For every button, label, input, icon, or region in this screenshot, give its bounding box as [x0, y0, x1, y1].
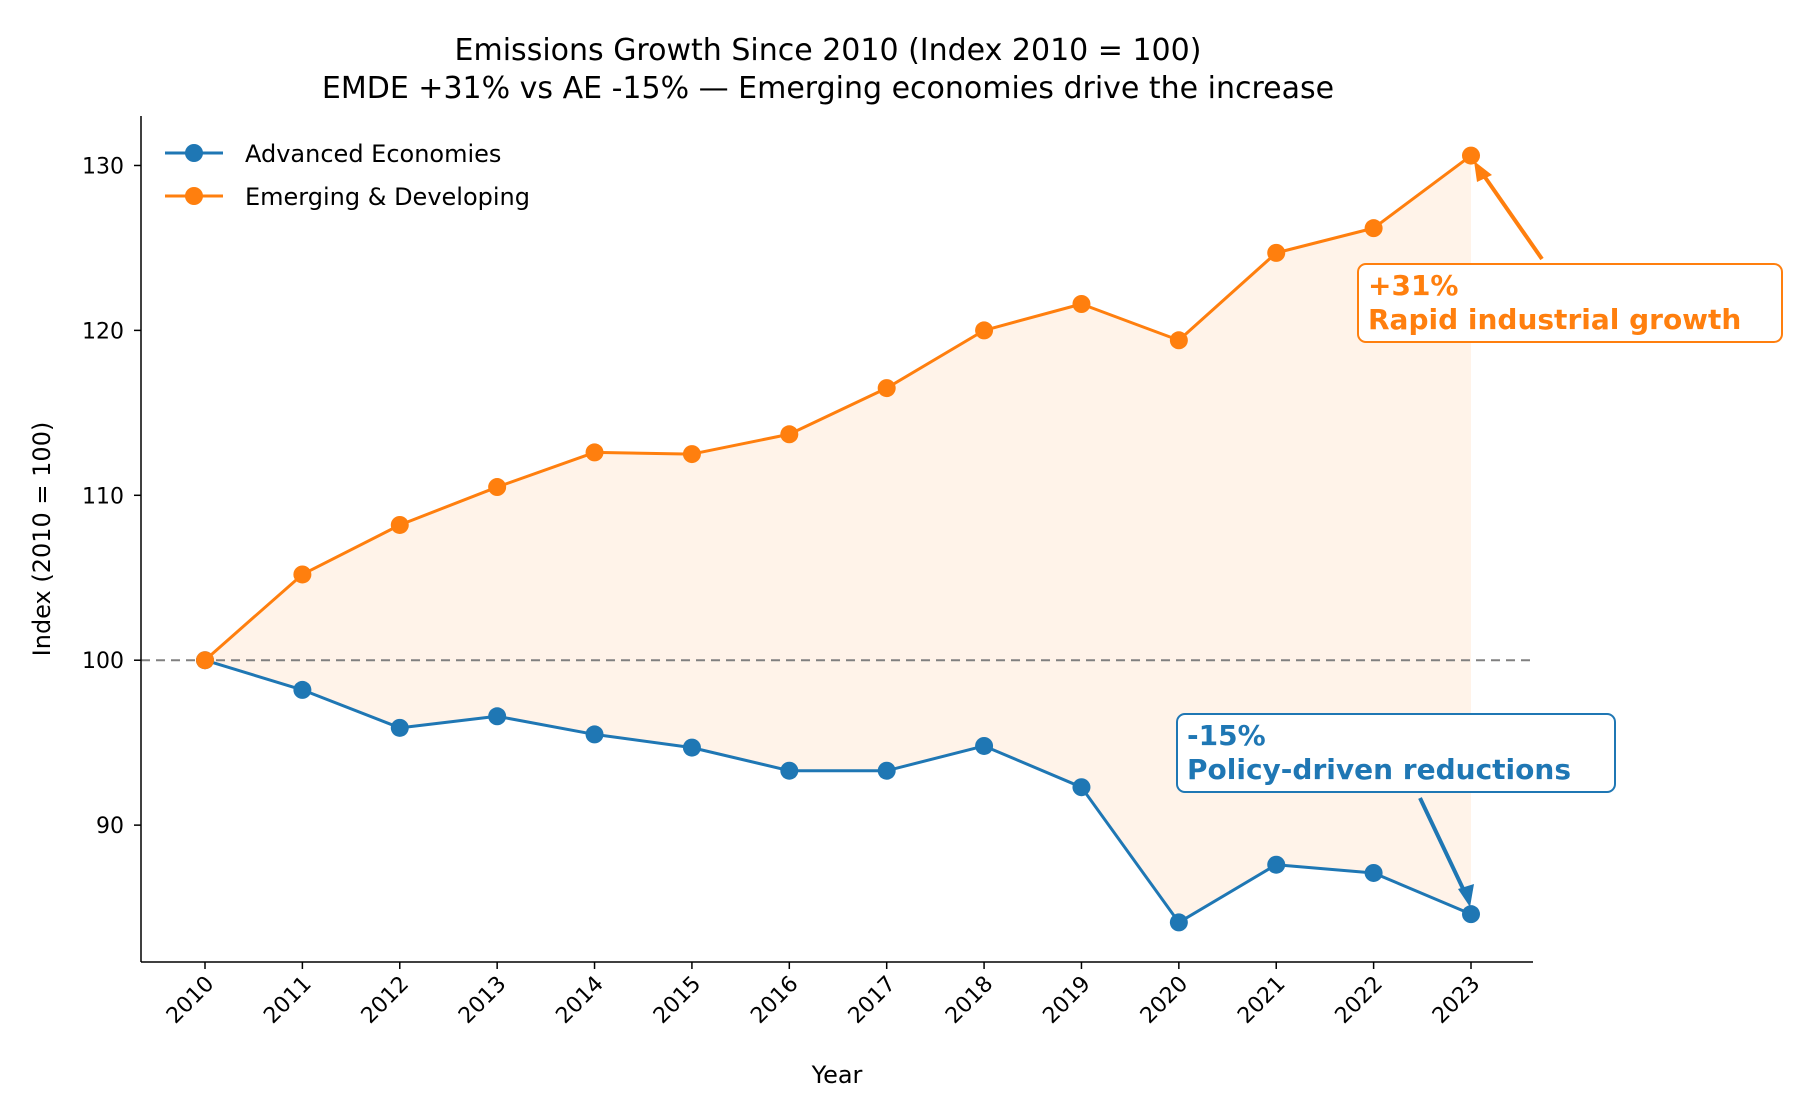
data-point-advanced-2022	[1364, 863, 1383, 882]
data-point-advanced-2012	[390, 718, 409, 737]
x-tick-label-2018: 2018	[941, 972, 998, 1029]
x-axis-label: Year	[811, 1061, 863, 1089]
annotation-value-advanced: -15%	[1187, 719, 1266, 752]
x-tick-label-2015: 2015	[649, 972, 706, 1029]
legend: Advanced Economies Emerging & Developing	[165, 140, 530, 211]
annotation-arrowhead-emerging	[1474, 161, 1492, 182]
y-tick-label-120: 120	[82, 319, 124, 344]
x-tick-label-2010: 2010	[162, 972, 219, 1029]
legend-marker-advanced	[185, 144, 203, 162]
data-point-advanced-2021	[1267, 855, 1286, 874]
data-point-advanced-2018	[975, 736, 994, 755]
annotation-arrow-advanced	[1418, 797, 1468, 896]
data-point-emerging-2017	[877, 379, 896, 398]
x-tick-label-2012: 2012	[357, 972, 414, 1029]
annotation-box-emerging	[1357, 263, 1783, 343]
data-point-emerging-2011	[293, 565, 312, 584]
annotation-arrow-emerging	[1478, 168, 1544, 261]
data-point-advanced-2020	[1169, 913, 1188, 932]
data-point-advanced-2015	[682, 738, 701, 757]
y-tick-label-90: 90	[96, 814, 124, 839]
x-tick-label-2022: 2022	[1331, 972, 1388, 1029]
data-point-advanced-2014	[585, 725, 604, 744]
x-tick-label-2017: 2017	[844, 972, 901, 1029]
x-tick-label-2014: 2014	[552, 972, 609, 1029]
y-axis-label: Index (2010 = 100)	[28, 422, 56, 657]
data-point-emerging-2013	[488, 478, 507, 497]
data-point-emerging-2019	[1072, 295, 1091, 313]
data-point-advanced-2019	[1072, 778, 1091, 797]
legend-label-advanced: Advanced Economies	[245, 140, 501, 168]
data-point-emerging-2014	[585, 443, 604, 462]
annotation-advanced: -15% Policy-driven reductions	[1176, 713, 1616, 907]
annotation-emerging: +31% Rapid industrial growth	[1357, 161, 1783, 343]
data-point-advanced-2017	[877, 761, 896, 780]
x-tick-label-2013: 2013	[454, 972, 511, 1029]
data-point-advanced-2016	[780, 761, 799, 780]
annotation-text-emerging: Rapid industrial growth	[1368, 303, 1741, 336]
data-point-emerging-2021	[1267, 243, 1286, 262]
x-tick-label-2011: 2011	[259, 972, 316, 1029]
data-point-emerging-2023	[1462, 146, 1480, 165]
annotation-value-emerging: +31%	[1368, 269, 1458, 302]
data-point-emerging-2022	[1364, 219, 1383, 238]
legend-label-emerging: Emerging & Developing	[245, 183, 530, 211]
data-point-emerging-2020	[1169, 331, 1188, 350]
chart-title: Emissions Growth Since 2010 (Index 2010 …	[455, 33, 1202, 68]
data-point-emerging-2018	[975, 321, 994, 340]
data-point-advanced-2013	[488, 707, 507, 726]
data-point-emerging-2016	[780, 425, 799, 444]
fill-between-area	[205, 155, 1471, 923]
x-tick-label-2021: 2021	[1233, 972, 1290, 1029]
annotation-box-advanced	[1176, 713, 1616, 793]
annotation-text-advanced: Policy-driven reductions	[1187, 753, 1571, 786]
y-tick-label-130: 130	[82, 154, 124, 179]
y-tick-label-110: 110	[82, 484, 124, 509]
chart-subtitle: EMDE +31% vs AE -15% — Emerging economie…	[322, 71, 1334, 106]
annotation-arrowhead-advanced	[1458, 884, 1474, 907]
x-tick-label-2020: 2020	[1136, 972, 1193, 1029]
data-point-advanced-2023	[1462, 905, 1480, 924]
x-tick-label-2016: 2016	[746, 972, 803, 1029]
y-tick-label-100: 100	[82, 649, 124, 674]
series-line-advanced	[204, 658, 1472, 924]
x-tick-label-2023: 2023	[1428, 972, 1485, 1029]
plot-area	[141, 146, 1533, 932]
data-point-emerging-2015	[682, 445, 701, 464]
legend-marker-emerging	[185, 187, 203, 205]
series-line-emerging	[204, 154, 1472, 662]
data-point-advanced-2011	[293, 680, 312, 699]
data-point-emerging-2010	[196, 651, 214, 670]
data-point-emerging-2012	[390, 515, 409, 534]
x-tick-label-2019: 2019	[1038, 972, 1095, 1029]
